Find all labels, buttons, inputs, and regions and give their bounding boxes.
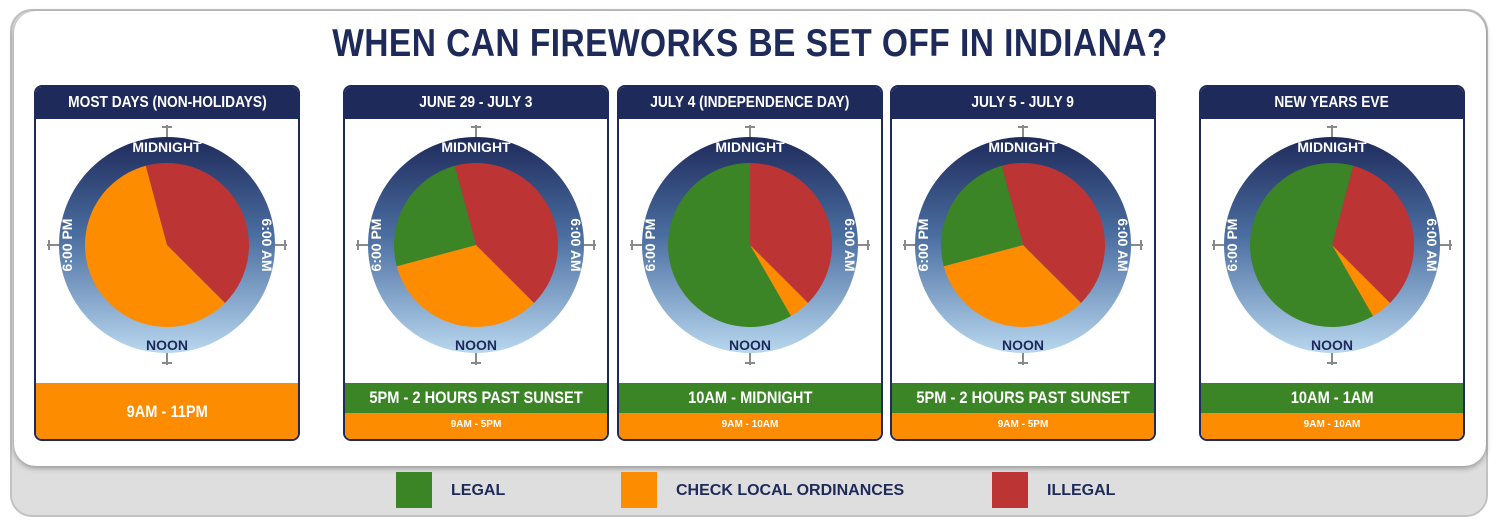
card-title-text: JUNE 29 - JULY 3 xyxy=(419,94,533,111)
clock-label-bottom: NOON xyxy=(455,337,497,353)
hours-band-legal: 10AM - 1AM xyxy=(1201,383,1463,413)
clock-label-left: 6:00 PM xyxy=(915,219,931,272)
clock-pie-chart: MIDNIGHT NOON 6:00 AM 6:00 PM xyxy=(356,125,596,365)
pie-slice-check-local-ordinances xyxy=(1332,245,1390,317)
clock-label-right: 6:00 AM xyxy=(568,218,584,271)
legend-label-illegal: ILLEGAL xyxy=(1047,482,1116,499)
schedule-card-1: MOST DAYS (NON-HOLIDAYS) MIDNIGHT NOON 6:00… xyxy=(34,85,300,441)
card-title-text: MOST DAYS (NON-HOLIDAYS) xyxy=(67,94,267,111)
card-title-text: NEW YEARS EVE xyxy=(1274,94,1390,111)
card-title: JUNE 29 - JULY 3 xyxy=(345,87,607,119)
pie-slice-legal xyxy=(394,165,476,267)
clock-pie-chart: MIDNIGHT NOON 6:00 AM 6:00 PM xyxy=(1212,125,1452,365)
legal-hours-text: 10AM - 1AM xyxy=(1290,388,1374,407)
card-title: MOST DAYS (NON-HOLIDAYS) xyxy=(36,87,298,119)
schedule-card-2: JUNE 29 - JULY 3 MIDNIGHT NOON 6:00 AM 6:00 … xyxy=(343,85,609,441)
pie-slices xyxy=(941,163,1105,327)
clock-label-left: 6:00 PM xyxy=(1224,219,1240,272)
clock-pie-chart: MIDNIGHT NOON 6:00 AM 6:00 PM xyxy=(47,125,287,365)
legend-swatch-legal xyxy=(396,472,432,508)
card-title: NEW YEARS EVE xyxy=(1201,87,1463,119)
pie-slices xyxy=(1250,163,1414,327)
pie-slice-check-local-ordinances xyxy=(750,245,808,317)
card-title: JULY 4 (INDEPENDENCE DAY) xyxy=(619,87,881,119)
pie-slice-illegal xyxy=(454,163,558,303)
chart-title: WHEN CAN FIREWORKS BE SET OFF IN INDIANA… xyxy=(332,22,1168,65)
hours-band-check: 9AM - 10AM xyxy=(619,413,881,439)
pie-slice-legal xyxy=(1250,163,1373,327)
clock-label-top: MIDNIGHT xyxy=(441,139,511,155)
clock-pie-chart: MIDNIGHT NOON 6:00 AM 6:00 PM xyxy=(630,125,870,365)
hours-band-check: 9AM - 5PM xyxy=(345,413,607,439)
hours-band-check: 9AM - 11PM xyxy=(36,383,298,439)
legend-label-legal: LEGAL xyxy=(451,482,506,499)
legend-swatch-check xyxy=(621,472,657,508)
pie-slice-illegal xyxy=(750,163,832,303)
clock-label-bottom: NOON xyxy=(1311,337,1353,353)
pie-slice-legal xyxy=(668,163,791,327)
clock-pie-chart: MIDNIGHT NOON 6:00 AM 6:00 PM xyxy=(903,125,1143,365)
clock-label-top: MIDNIGHT xyxy=(988,139,1058,155)
schedule-card-3: JULY 4 (INDEPENDENCE DAY) MIDNIGHT NOON 6:0… xyxy=(617,85,883,441)
clock-label-bottom: NOON xyxy=(1002,337,1044,353)
clock-label-left: 6:00 PM xyxy=(59,219,75,272)
check-hours-text: 9AM - 5PM xyxy=(997,419,1049,430)
legend-label-check: CHECK LOCAL ORDINANCES xyxy=(676,482,905,499)
clock-label-right: 6:00 AM xyxy=(1424,218,1440,271)
check-hours-text: 9AM - 5PM xyxy=(450,419,502,430)
clock-label-left: 6:00 PM xyxy=(642,219,658,272)
pie-slices xyxy=(394,163,558,327)
pie-slices xyxy=(85,163,249,327)
hours-text: 9AM - 11PM xyxy=(126,402,208,421)
check-hours-text: 9AM - 10AM xyxy=(1303,419,1361,430)
clock-label-left: 6:00 PM xyxy=(368,219,384,272)
pie-slices xyxy=(668,163,832,327)
card-title: JULY 5 - JULY 9 xyxy=(892,87,1154,119)
pie-slice-legal xyxy=(941,165,1023,267)
pie-slice-illegal xyxy=(145,163,249,303)
schedule-card-5: NEW YEARS EVE MIDNIGHT NOON 6:00 AM 6:00 PM 1… xyxy=(1199,85,1465,441)
pie-slice-check-local-ordinances xyxy=(85,165,225,327)
card-title-text: JULY 5 - JULY 9 xyxy=(971,94,1075,111)
legal-hours-text: 5PM - 2 HOURS PAST SUNSET xyxy=(369,388,583,407)
hours-band-check: 9AM - 5PM xyxy=(892,413,1154,439)
check-hours-text: 9AM - 10AM xyxy=(721,419,779,430)
clock-label-right: 6:00 AM xyxy=(842,218,858,271)
clock-label-bottom: NOON xyxy=(729,337,771,353)
hours-band-legal: 5PM - 2 HOURS PAST SUNSET xyxy=(345,383,607,413)
card-title-text: JULY 4 (INDEPENDENCE DAY) xyxy=(650,94,850,111)
clock-label-top: MIDNIGHT xyxy=(132,139,202,155)
legal-hours-text: 5PM - 2 HOURS PAST SUNSET xyxy=(916,388,1130,407)
clock-label-top: MIDNIGHT xyxy=(715,139,785,155)
hours-band-legal: 10AM - MIDNIGHT xyxy=(619,383,881,413)
pie-slice-illegal xyxy=(1332,165,1414,303)
clock-label-right: 6:00 AM xyxy=(259,218,275,271)
legend-swatch-illegal xyxy=(992,472,1028,508)
legal-hours-text: 10AM - MIDNIGHT xyxy=(687,388,813,407)
clock-label-bottom: NOON xyxy=(146,337,188,353)
hours-band-check: 9AM - 10AM xyxy=(1201,413,1463,439)
clock-label-top: MIDNIGHT xyxy=(1297,139,1367,155)
hours-band-legal: 5PM - 2 HOURS PAST SUNSET xyxy=(892,383,1154,413)
clock-label-right: 6:00 AM xyxy=(1115,218,1131,271)
pie-slice-illegal xyxy=(1001,163,1105,303)
pie-slice-check-local-ordinances xyxy=(396,245,534,327)
schedule-card-4: JULY 5 - JULY 9 MIDNIGHT NOON 6:00 AM 6:00 P… xyxy=(890,85,1156,441)
pie-slice-check-local-ordinances xyxy=(943,245,1081,327)
